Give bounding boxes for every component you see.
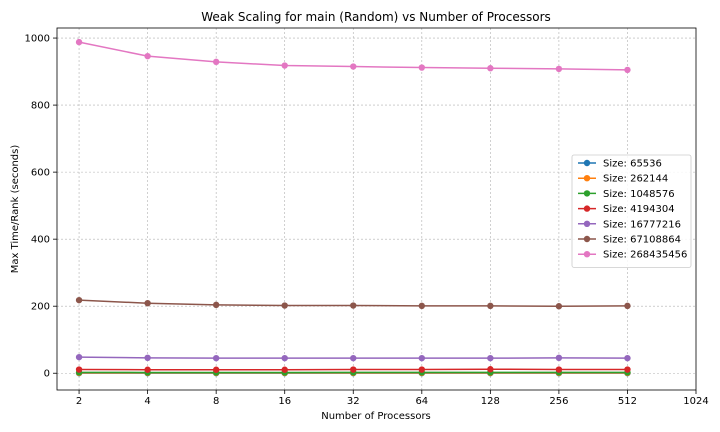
- legend-swatch-marker: [583, 159, 591, 167]
- x-tick-label: 256: [549, 396, 568, 407]
- y-axis-label: Max Time/Rank (seconds): [10, 145, 21, 274]
- legend-swatch-marker: [583, 220, 591, 227]
- legend-item: Size: 1048576: [578, 189, 675, 200]
- legend-item: Size: 16777216: [578, 219, 681, 230]
- data-point: [624, 354, 631, 362]
- chart-title: Weak Scaling for main (Random) vs Number…: [201, 10, 551, 24]
- series-layer: [75, 38, 631, 377]
- x-tick-label: 16: [278, 396, 291, 407]
- series-5: [75, 353, 631, 362]
- y-tick-label: 0: [44, 369, 50, 380]
- legend-label: Size: 65536: [603, 159, 662, 170]
- x-tick-label: 32: [347, 396, 360, 407]
- data-point: [212, 366, 220, 373]
- data-point: [418, 366, 426, 373]
- legend-item: Size: 65536: [578, 159, 662, 170]
- series-4: [75, 366, 631, 373]
- data-point: [418, 302, 426, 310]
- legend-label: Size: 4194304: [603, 204, 675, 215]
- x-tick-label: 64: [415, 396, 428, 407]
- data-point: [75, 353, 83, 361]
- x-tick-label: 1024: [683, 396, 708, 407]
- data-point: [555, 303, 563, 310]
- y-tick-label: 200: [31, 302, 50, 313]
- data-point: [144, 354, 151, 362]
- data-point: [350, 63, 357, 70]
- data-point: [555, 354, 563, 362]
- legend-label: Size: 268435456: [603, 250, 687, 261]
- legend-label: Size: 1048576: [603, 189, 675, 200]
- legend-swatch-marker: [583, 251, 591, 258]
- data-point: [281, 62, 288, 69]
- x-tick-label: 4: [144, 396, 150, 407]
- data-point: [75, 296, 83, 304]
- data-point: [555, 65, 563, 73]
- data-point: [487, 366, 494, 373]
- data-point: [487, 302, 494, 310]
- legend-swatch-marker: [583, 175, 591, 182]
- x-axis-label: Number of Processors: [321, 411, 431, 422]
- data-point: [144, 52, 151, 60]
- data-point: [212, 58, 220, 66]
- y-tick-label: 600: [31, 168, 50, 179]
- legend-box: [571, 154, 692, 268]
- legend-label: Size: 67108864: [603, 235, 681, 246]
- legend-item: Size: 262144: [578, 174, 668, 185]
- data-point: [281, 366, 288, 373]
- data-point: [350, 366, 357, 373]
- data-point: [281, 302, 288, 309]
- data-point: [144, 299, 151, 307]
- data-point: [75, 366, 83, 373]
- data-point: [144, 366, 151, 373]
- data-point: [418, 64, 426, 71]
- y-tick-label: 800: [31, 101, 50, 112]
- y-tick-label: 1000: [25, 34, 50, 45]
- legend-swatch-marker: [583, 235, 591, 243]
- legend-swatch-marker: [583, 205, 591, 212]
- data-point: [212, 354, 220, 362]
- legend-item: Size: 67108864: [578, 235, 681, 246]
- data-point: [281, 354, 288, 362]
- legend-label: Size: 16777216: [603, 219, 681, 230]
- legend: Size: 65536 Size: 262144 Size: 1048576 Size…: [571, 154, 692, 268]
- legend-item: Size: 268435456: [578, 250, 687, 261]
- legend-item: Size: 4194304: [578, 204, 675, 215]
- data-point: [418, 354, 426, 362]
- data-point: [555, 366, 563, 373]
- data-point: [624, 302, 631, 310]
- x-tick-label: 2: [76, 396, 82, 407]
- data-point: [624, 66, 631, 74]
- data-point: [350, 354, 357, 362]
- data-point: [75, 38, 83, 46]
- series-7: [75, 38, 631, 74]
- data-point: [350, 302, 357, 309]
- x-axis: 2 4 8 16 32 64 128 256 512 1024: [76, 390, 709, 407]
- data-point: [487, 354, 494, 362]
- x-tick-label: 8: [213, 396, 219, 407]
- legend-label: Size: 262144: [603, 174, 668, 185]
- plot-frame: [56, 27, 697, 391]
- data-point: [624, 366, 631, 373]
- series-6: [75, 296, 631, 310]
- y-tick-label: 400: [31, 235, 50, 246]
- x-tick-label: 128: [481, 396, 500, 407]
- legend-swatch-marker: [583, 190, 591, 197]
- x-tick-label: 512: [618, 396, 637, 407]
- y-axis: 0 200 400 600 800 1000: [25, 34, 57, 380]
- data-point: [487, 65, 494, 72]
- data-point: [212, 301, 220, 309]
